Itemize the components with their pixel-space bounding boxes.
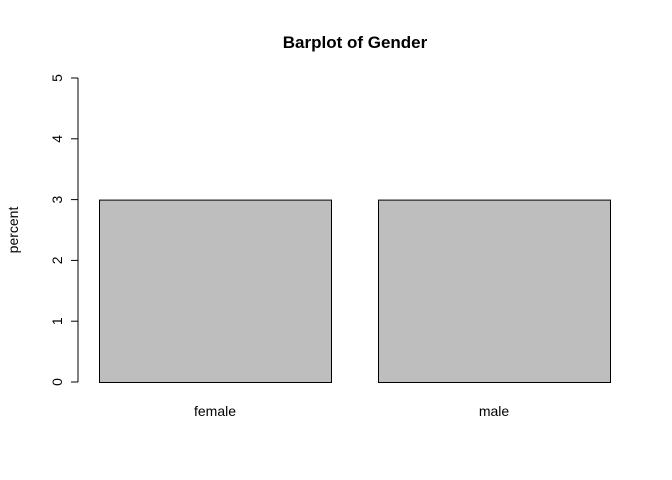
y-tick-label: 1 [49, 317, 65, 325]
y-tick-label: 0 [49, 378, 65, 386]
x-category-label: male [479, 403, 510, 419]
category-labels: female male [194, 403, 509, 419]
bar-female [99, 199, 332, 383]
y-axis: 0 1 2 3 4 5 [49, 74, 79, 386]
y-tick-label: 4 [49, 135, 65, 143]
bar-male [378, 199, 611, 383]
chart-title: Barplot of Gender [283, 33, 428, 52]
x-category-label: female [194, 403, 236, 419]
y-tick-label: 2 [49, 256, 65, 264]
bars-group [99, 199, 611, 383]
y-axis-label: percent [5, 207, 21, 254]
y-tick-label: 5 [49, 74, 65, 82]
y-tick-label: 3 [49, 195, 65, 203]
